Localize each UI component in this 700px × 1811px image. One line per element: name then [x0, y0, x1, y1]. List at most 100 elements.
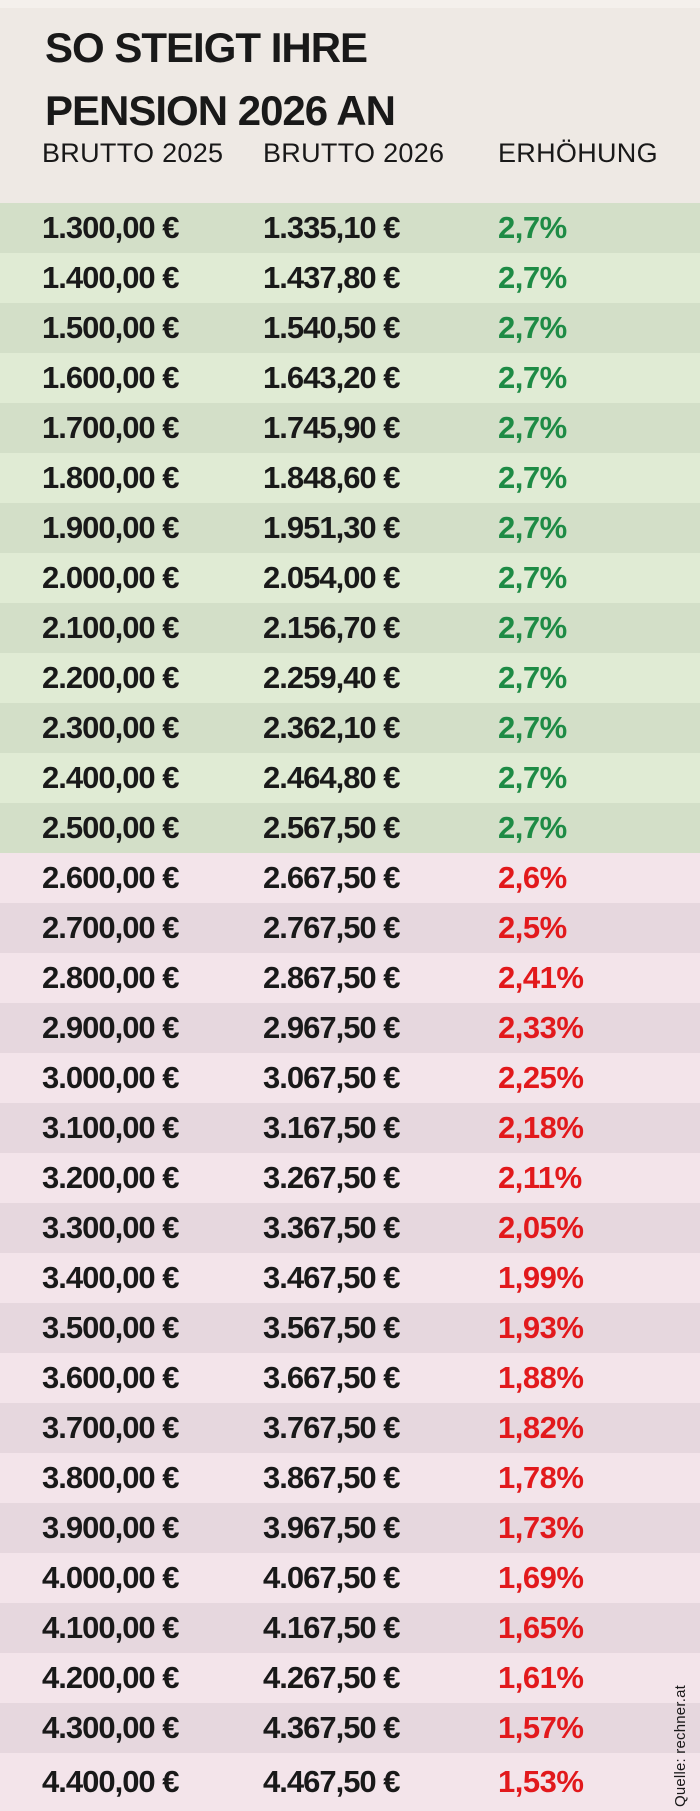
erhoehung-cell: 2,7% [498, 260, 567, 295]
brutto-2026-cell: 4.167,50 € [263, 1610, 401, 1645]
table-row: 4.000,00 € 4.067,50 € 1,69% [0, 1553, 700, 1603]
table-row: 2.700,00 € 2.767,50 € 2,5% [0, 903, 700, 953]
table-row: 4.300,00 € 4.367,50 € 1,57% [0, 1703, 700, 1753]
top-strip [0, 0, 700, 8]
brutto-2025-cell: 2.100,00 € [42, 610, 180, 645]
table-row: 4.100,00 € 4.167,50 € 1,65% [0, 1603, 700, 1653]
page-title-line1: SO STEIGT IHRE [45, 24, 368, 71]
brutto-2025-cell: 3.300,00 € [42, 1210, 180, 1245]
brutto-2025-cell: 2.000,00 € [42, 560, 180, 595]
brutto-2025-cell: 2.900,00 € [42, 1010, 180, 1045]
erhoehung-cell: 2,18% [498, 1110, 584, 1145]
erhoehung-cell: 2,5% [498, 910, 567, 945]
brutto-2025-cell: 2.200,00 € [42, 660, 180, 695]
erhoehung-cell: 2,41% [498, 960, 584, 995]
erhoehung-cell: 1,53% [498, 1764, 584, 1799]
table-row: 2.900,00 € 2.967,50 € 2,33% [0, 1003, 700, 1053]
brutto-2025-cell: 4.200,00 € [42, 1660, 180, 1695]
brutto-2026-cell: 3.867,50 € [263, 1460, 401, 1495]
brutto-2026-cell: 1.951,30 € [263, 510, 401, 545]
brutto-2025-cell: 3.400,00 € [42, 1260, 180, 1295]
erhoehung-cell: 1,99% [498, 1260, 584, 1295]
brutto-2026-cell: 2.767,50 € [263, 910, 401, 945]
brutto-2026-cell: 1.745,90 € [263, 410, 401, 445]
brutto-2025-cell: 1.800,00 € [42, 460, 180, 495]
erhoehung-cell: 2,7% [498, 660, 567, 695]
brutto-2025-cell: 3.500,00 € [42, 1310, 180, 1345]
brutto-2026-cell: 2.156,70 € [263, 610, 401, 645]
erhoehung-cell: 2,7% [498, 510, 567, 545]
table-row: 2.100,00 € 2.156,70 € 2,7% [0, 603, 700, 653]
table-row: 3.700,00 € 3.767,50 € 1,82% [0, 1403, 700, 1453]
brutto-2025-cell: 2.700,00 € [42, 910, 180, 945]
brutto-2025-cell: 1.900,00 € [42, 510, 180, 545]
erhoehung-cell: 2,05% [498, 1210, 584, 1245]
brutto-2026-cell: 4.467,50 € [263, 1764, 401, 1799]
erhoehung-cell: 1,57% [498, 1710, 584, 1745]
erhoehung-cell: 2,7% [498, 810, 567, 845]
brutto-2026-cell: 2.362,10 € [263, 710, 401, 745]
brutto-2026-cell: 3.067,50 € [263, 1060, 401, 1095]
brutto-2025-cell: 2.300,00 € [42, 710, 180, 745]
erhoehung-cell: 2,7% [498, 710, 567, 745]
erhoehung-cell: 2,7% [498, 310, 567, 345]
erhoehung-cell: 1,78% [498, 1460, 584, 1495]
erhoehung-cell: 2,7% [498, 460, 567, 495]
brutto-2026-cell: 2.054,00 € [263, 560, 401, 595]
erhoehung-cell: 1,93% [498, 1310, 584, 1345]
erhoehung-cell: 1,73% [498, 1510, 584, 1545]
brutto-2025-cell: 3.600,00 € [42, 1360, 180, 1395]
erhoehung-cell: 2,25% [498, 1060, 584, 1095]
table-row: 1.900,00 € 1.951,30 € 2,7% [0, 503, 700, 553]
table-row: 2.500,00 € 2.567,50 € 2,7% [0, 803, 700, 853]
erhoehung-cell: 2,7% [498, 210, 567, 245]
brutto-2025-cell: 1.500,00 € [42, 310, 180, 345]
table-row: 3.600,00 € 3.667,50 € 1,88% [0, 1353, 700, 1403]
column-header-brutto-2025: BRUTTO 2025 [42, 138, 224, 168]
brutto-2025-cell: 4.300,00 € [42, 1710, 180, 1745]
brutto-2026-cell: 3.367,50 € [263, 1210, 401, 1245]
brutto-2025-cell: 3.200,00 € [42, 1160, 180, 1195]
brutto-2026-cell: 4.267,50 € [263, 1660, 401, 1695]
brutto-2025-cell: 1.600,00 € [42, 360, 180, 395]
table-row: 3.500,00 € 3.567,50 € 1,93% [0, 1303, 700, 1353]
table-row: 1.800,00 € 1.848,60 € 2,7% [0, 453, 700, 503]
table-row: 1.600,00 € 1.643,20 € 2,7% [0, 353, 700, 403]
brutto-2026-cell: 2.464,80 € [263, 760, 401, 795]
column-header-erhoehung: ERHÖHUNG [498, 138, 658, 168]
erhoehung-cell: 1,65% [498, 1610, 584, 1645]
erhoehung-cell: 2,7% [498, 410, 567, 445]
column-header-brutto-2026: BRUTTO 2026 [263, 138, 445, 168]
brutto-2026-cell: 3.567,50 € [263, 1310, 401, 1345]
erhoehung-cell: 2,7% [498, 560, 567, 595]
table-row: 3.800,00 € 3.867,50 € 1,78% [0, 1453, 700, 1503]
erhoehung-cell: 1,69% [498, 1560, 584, 1595]
brutto-2025-cell: 4.100,00 € [42, 1610, 180, 1645]
erhoehung-cell: 2,11% [498, 1160, 582, 1195]
brutto-2025-cell: 1.400,00 € [42, 260, 180, 295]
table-row: 3.900,00 € 3.967,50 € 1,73% [0, 1503, 700, 1553]
brutto-2025-cell: 2.400,00 € [42, 760, 180, 795]
brutto-2026-cell: 4.067,50 € [263, 1560, 401, 1595]
table-row: 3.100,00 € 3.167,50 € 2,18% [0, 1103, 700, 1153]
brutto-2025-cell: 3.000,00 € [42, 1060, 180, 1095]
brutto-2026-cell: 3.267,50 € [263, 1160, 401, 1195]
table-row: 1.500,00 € 1.540,50 € 2,7% [0, 303, 700, 353]
erhoehung-cell: 1,82% [498, 1410, 584, 1445]
brutto-2026-cell: 3.967,50 € [263, 1510, 401, 1545]
brutto-2025-cell: 2.500,00 € [42, 810, 180, 845]
brutto-2025-cell: 4.000,00 € [42, 1560, 180, 1595]
brutto-2026-cell: 1.335,10 € [263, 210, 401, 245]
table-row: 2.300,00 € 2.362,10 € 2,7% [0, 703, 700, 753]
brutto-2026-cell: 4.367,50 € [263, 1710, 401, 1745]
source-credit: Quelle: rechner.at [672, 1684, 689, 1807]
pension-table: 1.300,00 € 1.335,10 € 2,7% 1.400,00 € 1.437,… [0, 203, 700, 1811]
erhoehung-cell: 1,88% [498, 1360, 584, 1395]
table-row: 3.200,00 € 3.267,50 € 2,11% [0, 1153, 700, 1203]
table-row: 1.400,00 € 1.437,80 € 2,7% [0, 253, 700, 303]
table-row: 2.000,00 € 2.054,00 € 2,7% [0, 553, 700, 603]
table-row: 2.600,00 € 2.667,50 € 2,6% [0, 853, 700, 903]
table-row: 2.200,00 € 2.259,40 € 2,7% [0, 653, 700, 703]
brutto-2026-cell: 3.167,50 € [263, 1110, 401, 1145]
erhoehung-cell: 2,7% [498, 360, 567, 395]
